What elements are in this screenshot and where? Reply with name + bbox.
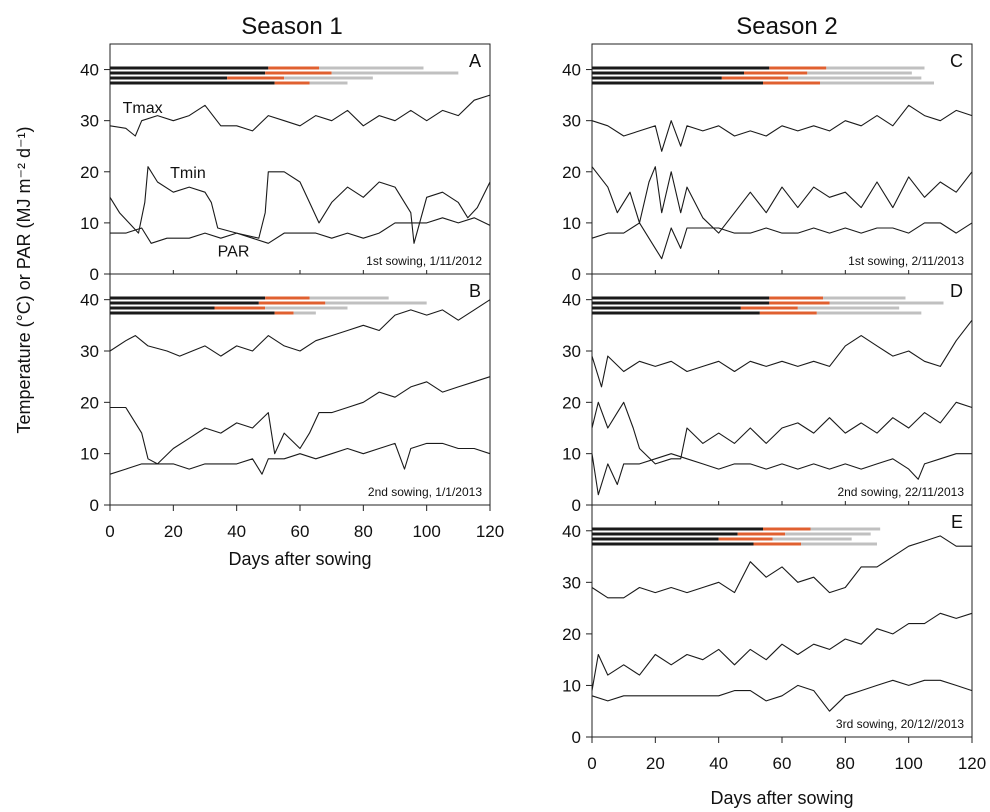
y-tick-label-d-0: 0 xyxy=(572,496,581,515)
series-tmax-line-e xyxy=(591,535,972,599)
y-tick-label-c-10: 10 xyxy=(562,214,581,233)
series-tmax-line-a xyxy=(109,94,491,137)
series-par-line-a xyxy=(110,217,491,244)
y-tick-label-d-40: 40 xyxy=(562,291,581,310)
x-tick-label-e-80: 80 xyxy=(836,754,855,773)
x-tick-label-e-0: 0 xyxy=(587,754,596,773)
series-par-line-d xyxy=(591,453,972,496)
panel-letter-d: D xyxy=(950,281,963,301)
series-par-line-c xyxy=(591,222,973,260)
y-tick-label-c-40: 40 xyxy=(562,61,581,80)
series-tmax-line-c xyxy=(591,104,973,152)
series-tmin-line-c xyxy=(591,166,973,234)
x-tick-label-e-40: 40 xyxy=(709,754,728,773)
series-tmax-line-b xyxy=(109,299,491,357)
y-tick-label-a-10: 10 xyxy=(80,214,99,233)
x-tick-label-b-120: 120 xyxy=(476,522,504,541)
panel-c: 0 10 20 30 40 C 1st sowing, 2/11/2013 xyxy=(562,43,973,284)
season-1-title: Season 1 xyxy=(241,13,342,40)
x-tick-label-e-100: 100 xyxy=(894,754,922,773)
sowing-label-e: 3rd sowing, 20/12//2013 xyxy=(836,717,964,731)
y-tick-label-e-0: 0 xyxy=(572,728,581,747)
x-tick-label-e-60: 60 xyxy=(773,754,792,773)
y-tick-label-d-10: 10 xyxy=(562,445,581,464)
series-tmin-line-e xyxy=(591,612,973,691)
sowing-label-d: 2nd sowing, 22/11/2013 xyxy=(837,485,964,499)
x-tick-label-e-120: 120 xyxy=(958,754,986,773)
y-tick-label-b-0: 0 xyxy=(90,496,99,515)
y-tick-label-d-20: 20 xyxy=(562,393,581,412)
sowing-label-c: 1st sowing, 2/11/2013 xyxy=(848,254,964,268)
y-tick-label-e-30: 30 xyxy=(562,573,581,592)
panel-letter-c: C xyxy=(950,51,963,71)
series-label-par-a: PAR xyxy=(218,244,250,261)
y-tick-label-c-0: 0 xyxy=(572,265,581,284)
panel-letter-b: B xyxy=(469,281,481,301)
y-tick-label-e-10: 10 xyxy=(562,676,581,695)
panel-a: 0 10 20 30 40 Tmax Tmin PAR A 1st sowing, 1/11/20… xyxy=(80,43,491,284)
x-axis-title-season-2: Days after sowing xyxy=(710,788,853,808)
panel-d: 0 10 20 30 40 D 2nd sowing, 22/11/2013 xyxy=(562,273,973,515)
y-tick-label-c-30: 30 xyxy=(562,112,581,131)
season-2-title: Season 2 xyxy=(736,13,837,40)
panel-e: 0 10 20 30 40 0 20 40 60 80 100 120 E 3rd sowing, 20/… xyxy=(562,504,986,773)
x-tick-label-b-100: 100 xyxy=(412,522,440,541)
series-tmin-line-a xyxy=(109,166,491,244)
x-tick-label-b-20: 20 xyxy=(164,522,183,541)
sowing-label-a: 1st sowing, 1/11/2012 xyxy=(366,254,482,268)
x-axis-title-season-1: Days after sowing xyxy=(228,549,371,569)
series-tmin-line-b xyxy=(110,376,491,465)
y-tick-label-e-40: 40 xyxy=(562,522,581,541)
y-tick-label-a-0: 0 xyxy=(90,265,99,284)
y-tick-label-d-30: 30 xyxy=(562,342,581,361)
y-tick-label-a-30: 30 xyxy=(80,112,99,131)
y-tick-label-b-20: 20 xyxy=(80,393,99,412)
y-axis-title: Temperature (°C) or PAR (MJ m⁻² d⁻¹) xyxy=(14,127,34,434)
y-tick-label-b-40: 40 xyxy=(80,291,99,310)
series-par-line-e xyxy=(591,679,973,712)
y-tick-label-c-20: 20 xyxy=(562,163,581,182)
x-tick-label-e-20: 20 xyxy=(646,754,665,773)
series-tmax-line-d xyxy=(591,319,973,388)
y-tick-label-b-30: 30 xyxy=(80,342,99,361)
series-label-tmin-a: Tmin xyxy=(170,165,206,182)
y-tick-label-b-10: 10 xyxy=(80,445,99,464)
sowing-label-b: 2nd sowing, 1/1/2013 xyxy=(368,485,482,499)
panel-b: 0 10 20 30 40 0 20 40 60 80 100 120 B 2nd sowing, 1/1… xyxy=(80,273,504,541)
y-tick-label-e-20: 20 xyxy=(562,625,581,644)
x-tick-label-b-0: 0 xyxy=(105,522,114,541)
x-tick-label-b-40: 40 xyxy=(227,522,246,541)
series-label-tmax-a: Tmax xyxy=(123,100,163,117)
y-tick-label-a-40: 40 xyxy=(80,61,99,80)
x-tick-label-b-80: 80 xyxy=(354,522,373,541)
series-par-line-b xyxy=(109,442,491,475)
series-tmin-line-d xyxy=(591,401,973,465)
y-tick-label-a-20: 20 xyxy=(80,163,99,182)
panel-letter-e: E xyxy=(951,512,963,532)
x-tick-label-b-60: 60 xyxy=(291,522,310,541)
panel-letter-a: A xyxy=(469,51,481,71)
